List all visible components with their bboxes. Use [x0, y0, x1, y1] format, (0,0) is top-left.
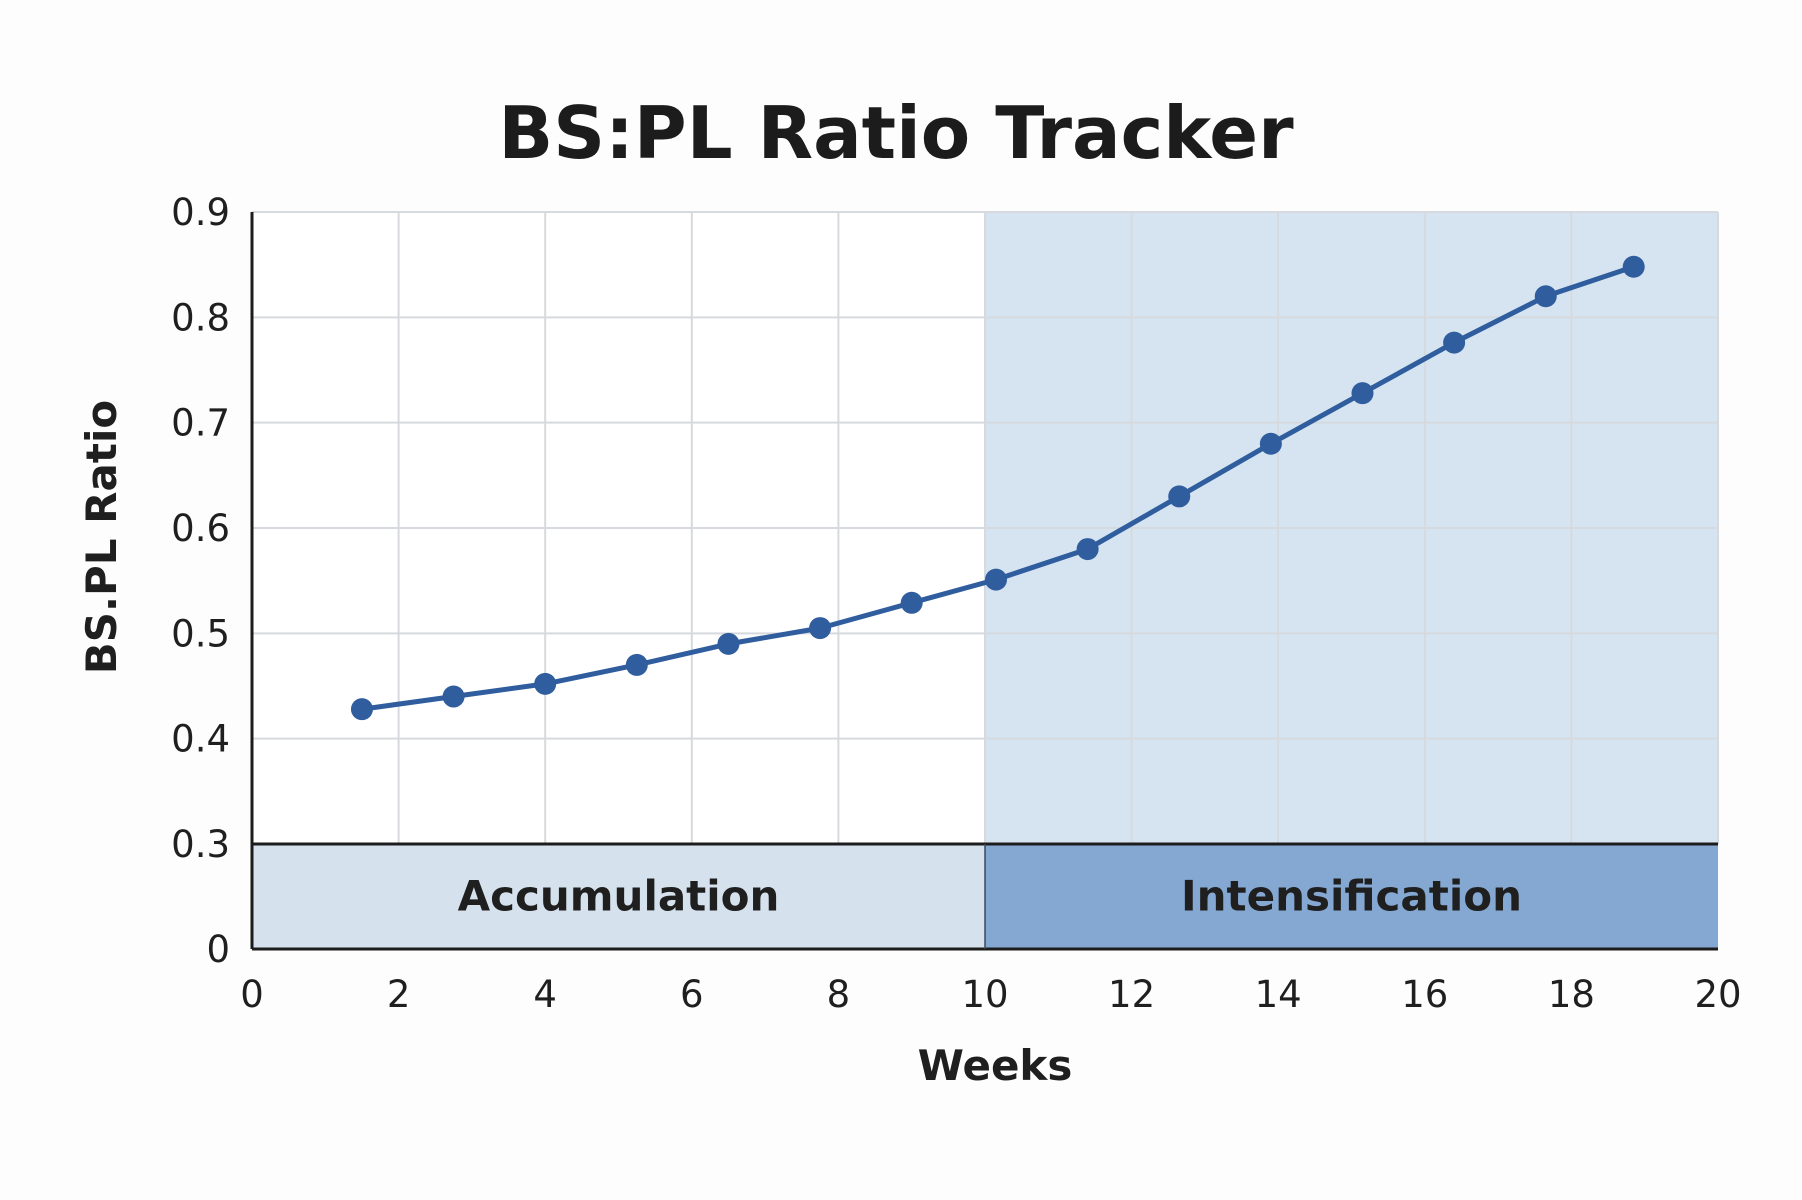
data-point: [900, 591, 923, 614]
x-tick-label: 20: [1694, 973, 1741, 1016]
phase-label-accumulation: Accumulation: [458, 872, 780, 921]
y-tick-label: 0.7: [171, 402, 230, 445]
y-axis-title: BS.PL Ratio: [77, 400, 126, 674]
data-point: [1076, 538, 1099, 561]
data-point: [717, 632, 740, 655]
phase-band-intensification: [985, 844, 1718, 949]
x-tick-label: 14: [1255, 973, 1302, 1016]
x-axis-title: Weeks: [918, 1041, 1073, 1090]
y-tick-label: 0.9: [171, 191, 230, 234]
x-tick-label: 10: [961, 973, 1008, 1016]
text-layer: Accumulation Intensification 0 0.3 0.4 0.5 0.6…: [77, 91, 1742, 1090]
data-point: [1622, 255, 1645, 278]
series-layer: [350, 255, 1645, 721]
data-point: [625, 653, 648, 676]
x-tick-label: 0: [240, 973, 264, 1016]
x-tick-label: 18: [1548, 973, 1595, 1016]
x-tick-label: 4: [533, 973, 557, 1016]
data-point: [1443, 331, 1466, 354]
data-point: [1351, 382, 1374, 405]
x-tick-label: 2: [387, 973, 411, 1016]
phase-label-intensification: Intensification: [1181, 872, 1522, 921]
grid-layer: [252, 211, 1719, 844]
y-tick-label: 0: [206, 928, 230, 971]
y-tick-label: 0.6: [171, 507, 230, 550]
data-point: [1168, 485, 1191, 508]
x-tick-label: 8: [827, 973, 851, 1016]
phase-layer: [252, 844, 1718, 949]
phase-band-accumulation: [252, 844, 985, 949]
data-point: [534, 672, 557, 695]
x-tick-label: 12: [1108, 973, 1155, 1016]
y-tick-label: 0.8: [171, 296, 230, 339]
y-tick-label: 0.3: [171, 823, 230, 866]
data-point: [984, 568, 1007, 591]
data-point: [809, 617, 832, 640]
data-point: [1259, 432, 1282, 455]
data-point: [1534, 285, 1557, 308]
axis-layer: [250, 212, 1718, 951]
x-tick-label: 6: [680, 973, 704, 1016]
chart-title: BS:PL Ratio Tracker: [498, 91, 1294, 175]
y-tick-label: 0.4: [171, 718, 230, 761]
data-point: [442, 685, 465, 708]
data-point: [350, 698, 373, 721]
y-tick-label: 0.5: [171, 612, 230, 655]
x-tick-label: 16: [1401, 973, 1448, 1016]
